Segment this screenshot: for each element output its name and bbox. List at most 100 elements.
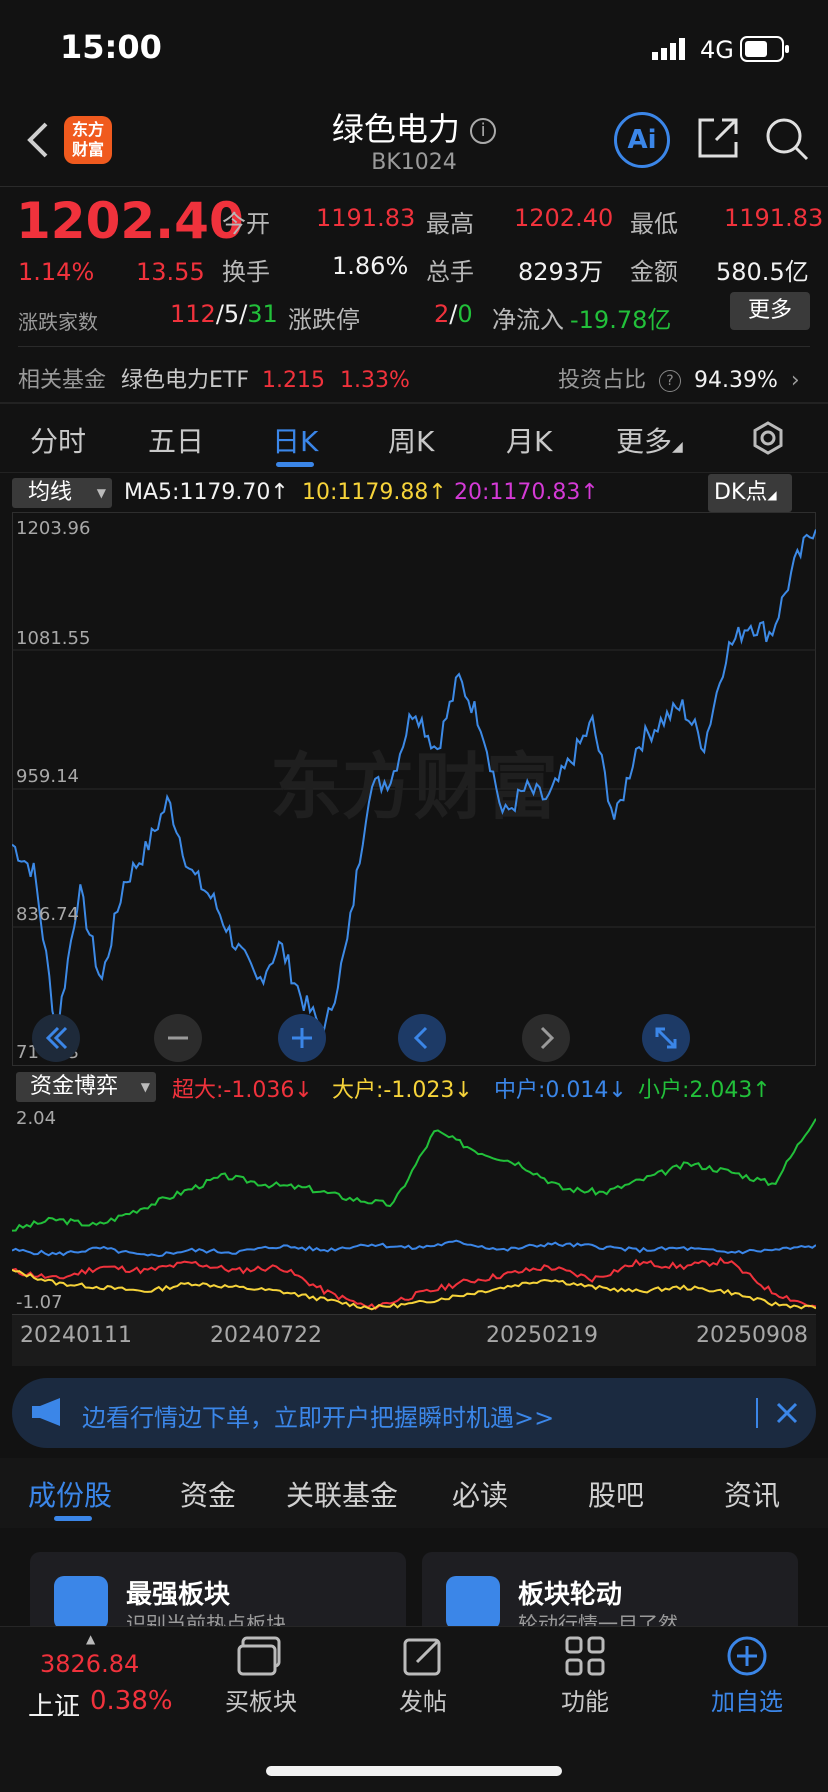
large-flow-line xyxy=(12,1268,816,1311)
flow-chart[interactable] xyxy=(12,1106,816,1312)
card-title: 最强板块 xyxy=(126,1580,231,1610)
flow-small: 小户:2.043↑ xyxy=(638,1072,771,1104)
price-tick-2: 1081.55 xyxy=(16,628,91,649)
tab-forum[interactable]: 股吧 xyxy=(588,1479,645,1512)
app-logo: 东方 财富 xyxy=(64,116,112,164)
down-arrow-icon: ↓ xyxy=(294,1078,313,1103)
tab-capital[interactable]: 资金 xyxy=(180,1479,237,1512)
index-widget[interactable]: ▲ 3826.84 上证 0.38% xyxy=(22,1632,182,1742)
tab-constituents[interactable]: 成份股 xyxy=(28,1479,113,1512)
ma5-text: MA5:1179.70 xyxy=(124,480,271,505)
prev-button[interactable] xyxy=(398,1014,446,1062)
zoom-in-button[interactable] xyxy=(278,1014,326,1062)
turnover-label: 换手 xyxy=(222,258,270,286)
settings-icon[interactable] xyxy=(750,420,786,460)
limit-label: 涨跌停 xyxy=(288,306,360,334)
date-tick-2: 20240722 xyxy=(210,1323,322,1348)
triangle-icon: ◢ xyxy=(672,439,683,455)
nav-functions[interactable]: 功能 xyxy=(510,1634,660,1744)
more-quote-button[interactable]: 更多 xyxy=(730,292,810,330)
up-arrow-icon: ↑ xyxy=(428,480,447,505)
date-tick-1: 20240111 xyxy=(20,1323,132,1348)
flow-large: 大户:-1.023↓ xyxy=(332,1072,473,1104)
amount-label: 金额 xyxy=(630,258,678,286)
nav-add-watchlist[interactable]: 加自选 xyxy=(672,1634,822,1744)
dk-label: DK点 xyxy=(714,480,768,505)
next-button[interactable] xyxy=(522,1014,570,1062)
price-tick-1: 1203.96 xyxy=(16,518,91,539)
turnover-value: 1.86% xyxy=(332,252,409,280)
price-tick-4: 836.74 xyxy=(16,904,79,925)
tab-related-funds[interactable]: 关联基金 xyxy=(286,1479,399,1512)
ma-selector[interactable]: 均线 ▼ xyxy=(12,478,112,508)
status-time: 15:00 xyxy=(60,28,162,66)
ma10-value: 10:1179.88↑ xyxy=(302,480,447,505)
flow-small-text: 小户:2.043 xyxy=(638,1078,753,1103)
nav-buy-sector[interactable]: 买板块 xyxy=(186,1634,336,1744)
active-section-indicator xyxy=(54,1516,92,1521)
account-banner[interactable]: 边看行情边下单，立即开户把握瞬时机遇>> xyxy=(12,1378,816,1448)
price-chart[interactable]: 东方财富 xyxy=(12,512,816,1066)
tab-must-read[interactable]: 必读 xyxy=(452,1479,509,1512)
tab-more[interactable]: 更多◢ xyxy=(616,420,683,460)
network-label: 4G xyxy=(700,36,734,64)
up-count: 112 xyxy=(170,300,216,328)
share-icon[interactable] xyxy=(696,116,740,164)
flow-large-text: 大户:-1.023 xyxy=(332,1078,455,1103)
flow-super-text: 超大:-1.036 xyxy=(172,1078,295,1103)
triangle-icon: ◢ xyxy=(767,488,777,502)
high-label: 最高 xyxy=(426,210,474,238)
ai-button[interactable]: Ai xyxy=(614,112,670,168)
low-label: 最低 xyxy=(630,210,678,238)
tab-news[interactable]: 资讯 xyxy=(724,1479,781,1512)
add-circle-icon xyxy=(727,1636,767,1676)
back-icon[interactable] xyxy=(26,120,50,164)
dk-button[interactable]: DK点◢ xyxy=(708,474,792,512)
tab-daily-k[interactable]: 日K xyxy=(272,425,319,458)
megaphone-icon xyxy=(30,1396,66,1432)
chart-board-icon xyxy=(54,1576,108,1630)
card-title: 板块轮动 xyxy=(518,1580,623,1610)
tab-more-label: 更多 xyxy=(616,425,673,458)
flow-bottom-tick: -1.07 xyxy=(16,1292,63,1313)
sector-code: BK1024 xyxy=(371,150,457,175)
mid-flow-line xyxy=(12,1239,816,1258)
tab-monthly-k[interactable]: 月K xyxy=(506,425,553,458)
page-title: 绿色电力 i xyxy=(0,104,828,150)
tab-five-day[interactable]: 五日 xyxy=(148,425,205,458)
zoom-out-button[interactable] xyxy=(154,1014,202,1062)
nav-post-label: 发帖 xyxy=(399,1688,447,1716)
fullscreen-button[interactable] xyxy=(642,1014,690,1062)
ma5-value: MA5:1179.70↑ xyxy=(124,480,289,505)
banner-divider xyxy=(756,1398,758,1428)
low-value: 1191.83 xyxy=(724,204,824,232)
close-icon[interactable] xyxy=(774,1400,800,1430)
banner-text: 边看行情边下单，立即开户把握瞬时机遇>> xyxy=(82,1404,555,1432)
up-arrow-icon: ↑ xyxy=(752,1078,771,1103)
change-percent: 1.14% xyxy=(18,258,95,286)
search-icon[interactable] xyxy=(764,116,810,166)
tab-weekly-k[interactable]: 周K xyxy=(388,425,435,458)
ma10-text: 10:1179.88 xyxy=(302,480,429,505)
down-arrow-icon: ↓ xyxy=(454,1078,473,1103)
nav-buy-sector-label: 买板块 xyxy=(225,1688,297,1716)
dropdown-icon: ▼ xyxy=(140,1080,150,1094)
info-icon[interactable]: i xyxy=(470,118,497,144)
flow-selector[interactable]: 资金博弈 ▼ xyxy=(16,1072,156,1102)
related-fund-row[interactable]: 相关基金 绿色电力ETF 1.215 1.33% xyxy=(18,362,818,393)
fund-price: 1.215 xyxy=(262,368,325,393)
high-value: 1202.40 xyxy=(514,204,614,232)
date-tick-3: 20250219 xyxy=(486,1323,598,1348)
flow-top-tick: 2.04 xyxy=(16,1108,57,1129)
fund-ratio[interactable]: 投资占比 ? 94.39% › xyxy=(558,362,800,394)
chart-watermark: 东方财富 xyxy=(270,745,558,829)
nav-post[interactable]: 发帖 xyxy=(348,1634,498,1744)
limit-values: 2/0 xyxy=(434,300,473,328)
help-icon[interactable]: ? xyxy=(659,370,682,392)
buy-sector-icon xyxy=(237,1636,281,1676)
tab-intraday[interactable]: 分时 xyxy=(30,425,87,458)
ai-label: Ai xyxy=(627,125,657,155)
limit-up: 2 xyxy=(434,300,450,328)
rewind-button[interactable] xyxy=(32,1014,80,1062)
grid-icon xyxy=(565,1636,605,1676)
